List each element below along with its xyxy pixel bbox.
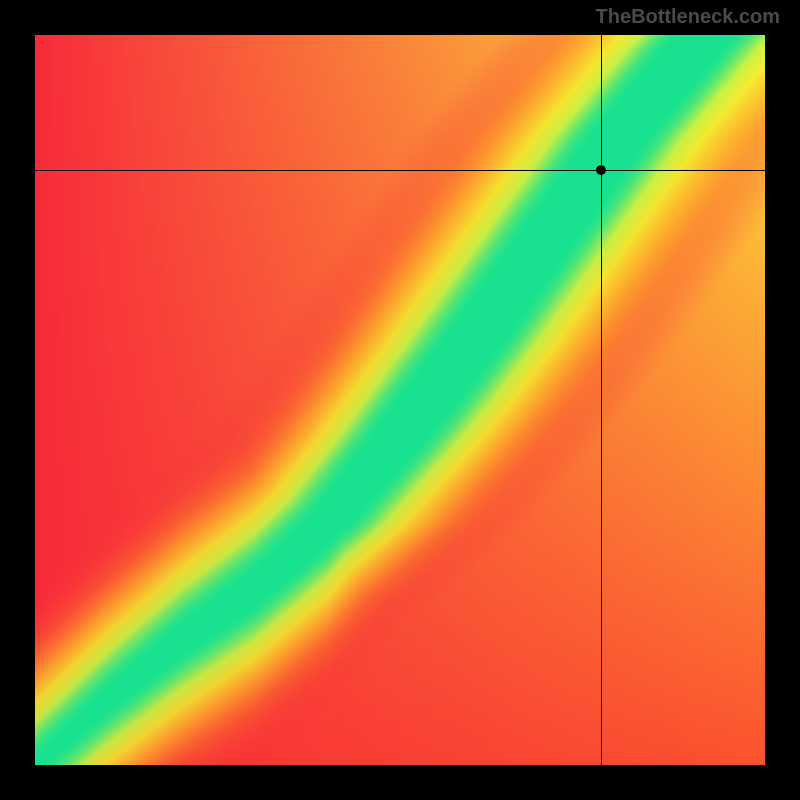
crosshair-vertical [601, 35, 602, 765]
crosshair-marker [596, 165, 606, 175]
heatmap-plot [35, 35, 765, 765]
crosshair-horizontal [35, 170, 765, 171]
heatmap-canvas [35, 35, 765, 765]
watermark-text: TheBottleneck.com [596, 6, 780, 29]
